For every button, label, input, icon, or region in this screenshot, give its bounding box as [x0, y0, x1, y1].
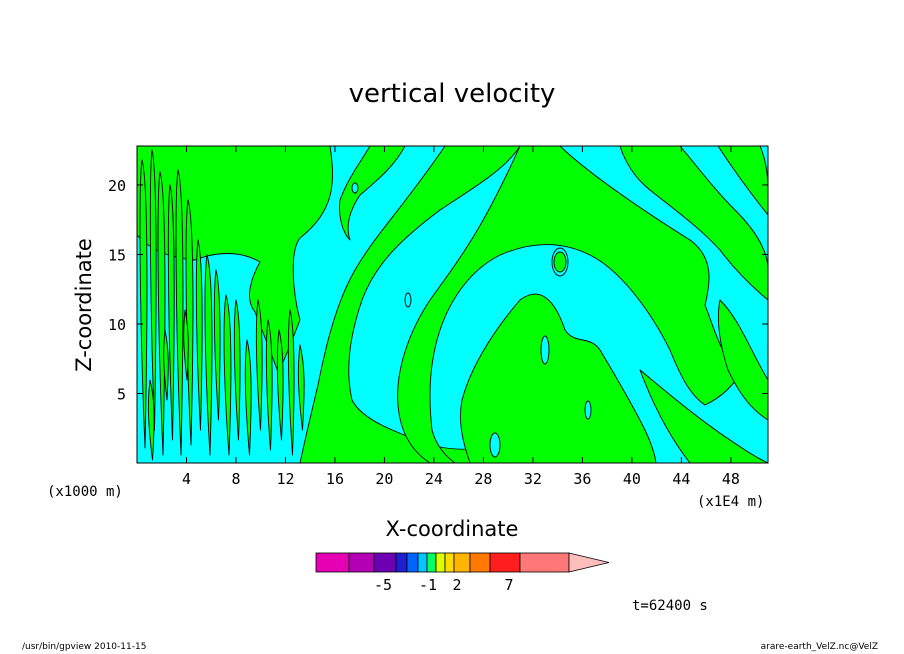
x-tick-label: 8 — [231, 470, 240, 488]
region-positive — [339, 146, 406, 241]
colorbar — [315, 552, 610, 573]
contour-field — [137, 146, 768, 463]
streak-positive — [149, 149, 157, 431]
y-tick-label: 15 — [108, 246, 126, 264]
colorbar-swatch — [469, 552, 491, 573]
chart-title: vertical velocity — [349, 79, 556, 109]
island-positive — [553, 251, 567, 273]
y-tick-label: 20 — [108, 177, 126, 195]
x-axis-label: X-coordinate — [386, 517, 519, 541]
x-tick-label: 48 — [722, 470, 740, 488]
streak-positive — [223, 294, 232, 456]
streak-positive — [163, 329, 169, 401]
streak-positive — [244, 339, 252, 456]
island-negative — [404, 292, 412, 308]
x-axis: 4 8 12 16 20 24 28 32 36 40 44 48 — [182, 146, 740, 488]
colorbar-swatch — [395, 552, 408, 573]
streak-positive — [276, 329, 284, 441]
x-tick-label: 20 — [375, 470, 393, 488]
streak-positive — [185, 199, 194, 446]
colorbar-swatch — [444, 552, 455, 573]
colorbar-swatch — [315, 552, 350, 573]
y-tick-label: 5 — [117, 385, 126, 403]
x-tick-label: 36 — [573, 470, 591, 488]
streak-positive — [233, 299, 241, 441]
streak-positive — [157, 171, 166, 456]
colorbar-label: -1 — [419, 576, 437, 594]
y-axis: 5 10 15 20 — [108, 177, 768, 403]
streak-positive — [147, 379, 155, 461]
colorbar-label: 7 — [504, 576, 513, 594]
region-positive — [718, 299, 768, 421]
streak-positive — [213, 269, 221, 421]
x-tick-label: 40 — [623, 470, 641, 488]
streak-positive — [265, 319, 273, 451]
x-tick-label: 12 — [276, 470, 294, 488]
streak-positive — [167, 184, 175, 441]
x-tick-label: 32 — [524, 470, 542, 488]
y-axis-label: Z-coordinate — [72, 238, 96, 372]
streak-positive — [287, 309, 295, 456]
island-negative — [540, 335, 550, 365]
time-annotation: t=62400 s — [632, 598, 708, 614]
colorbar-label: -5 — [374, 576, 392, 594]
streak-positive — [204, 254, 213, 456]
streak-positive — [297, 344, 305, 431]
x-units-right: (x1E4 m) — [697, 494, 764, 510]
colorbar-swatch — [417, 552, 428, 573]
region-positive — [717, 146, 768, 216]
plot-frame — [136, 145, 769, 464]
colorbar-swatch — [373, 552, 397, 573]
x-tick-label: 28 — [474, 470, 492, 488]
region-positive — [460, 293, 657, 463]
colorbar-swatch — [426, 552, 437, 573]
x-tick-label: 4 — [182, 470, 191, 488]
streak-positive — [195, 239, 203, 431]
footer-right: arare-earth_VelZ.nc@VelZ — [760, 642, 878, 652]
region-positive — [397, 146, 741, 463]
colorbar-labels: -5 -1 2 7 — [374, 576, 514, 594]
colorbar-arrow — [568, 552, 610, 573]
colorbar-label: 2 — [452, 576, 461, 594]
island-negative — [489, 432, 501, 458]
streak-positive — [139, 159, 148, 449]
footer-left: /usr/bin/gpview 2010-11-15 — [22, 642, 147, 652]
region-positive — [619, 146, 768, 301]
streak-positive — [175, 169, 184, 456]
colorbar-swatch — [406, 552, 419, 573]
streak-positive — [183, 309, 189, 381]
colorbar-swatch — [519, 552, 570, 573]
x-tick-label: 24 — [425, 470, 443, 488]
island-negative — [584, 400, 592, 420]
region-positive — [639, 369, 768, 463]
x-tick-label: 16 — [326, 470, 344, 488]
colorbar-swatch — [435, 552, 446, 573]
colorbar-swatch — [489, 552, 521, 573]
x-units-left: (x1000 m) — [47, 484, 123, 500]
colorbar-swatch — [453, 552, 471, 573]
island-negative — [351, 182, 359, 194]
y-tick-label: 10 — [108, 316, 126, 334]
streak-positive — [255, 299, 263, 431]
x-tick-label: 44 — [672, 470, 690, 488]
colorbar-swatch — [348, 552, 375, 573]
